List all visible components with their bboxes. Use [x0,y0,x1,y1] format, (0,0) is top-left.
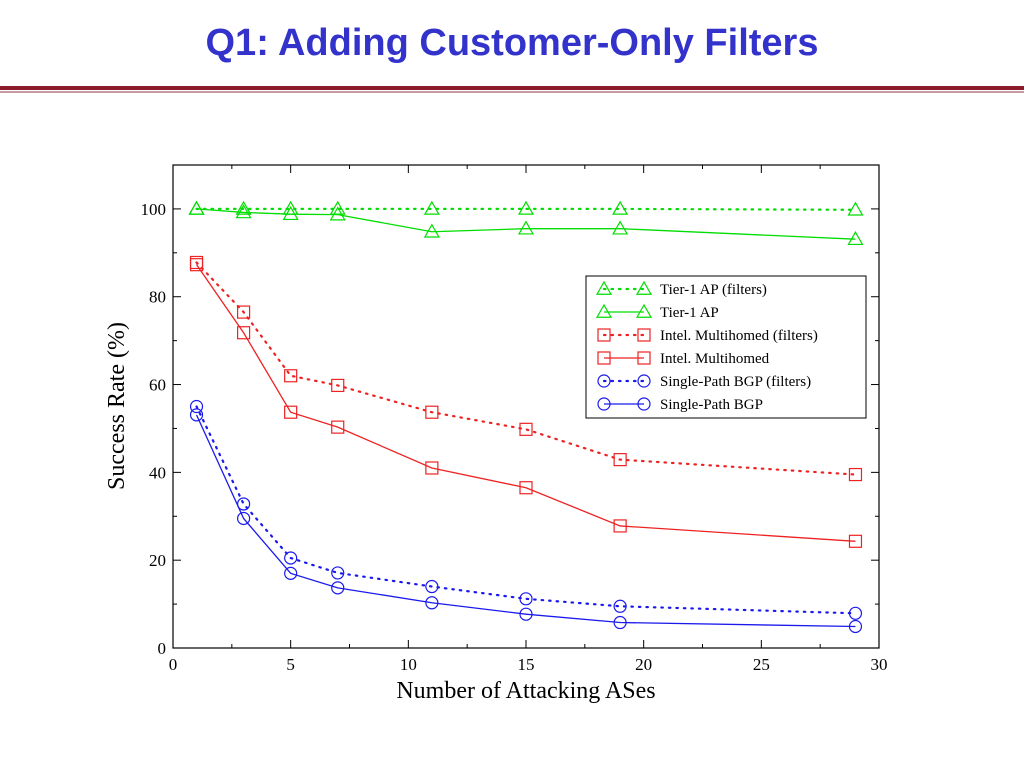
series-line [195,405,857,615]
data-point [519,592,533,606]
series-line [195,414,856,628]
x-tick-label: 15 [518,655,535,674]
legend-label: Tier-1 AP (filters) [660,282,767,298]
data-point [235,200,252,215]
data-point [284,566,298,580]
data-point [519,481,533,495]
x-tick-label: 20 [635,655,652,674]
data-point [329,206,346,221]
series-1 [188,200,864,246]
legend-marker [637,351,651,365]
data-point [847,201,864,216]
series-line [195,261,857,476]
legend-box [585,275,867,419]
legend-label: Tier-1 AP [660,305,719,321]
slide-title: Q1: Adding Customer-Only Filters [205,22,819,64]
legend-marker [597,374,611,388]
series-4 [189,399,863,620]
legend-entry: Tier-1 AP [595,303,719,321]
data-point [517,220,535,235]
legend-marker [635,280,653,295]
legend-marker [635,303,653,318]
data-point [331,378,345,393]
series-5 [189,408,863,634]
y-tick-label: 100 [141,200,167,219]
data-point [848,619,863,634]
data-point [423,223,440,238]
legend-label: Intel. Multihomed [660,351,770,367]
legend-marker [597,397,611,411]
data-point [189,408,204,422]
data-point [189,399,204,414]
data-point [612,220,629,235]
legend-marker [597,351,611,365]
data-point [519,607,533,621]
data-point [425,405,439,419]
data-point [282,205,299,221]
series-3 [189,258,863,548]
data-point [284,369,298,383]
data-point [613,519,627,533]
data-point [848,606,863,620]
data-point [847,230,864,246]
legend-label: Intel. Multihomed (filters) [660,328,818,344]
series-line [195,207,857,211]
data-point [331,566,345,580]
data-point [613,453,627,467]
x-tick-label: 0 [169,655,178,674]
y-tick-label: 40 [149,463,166,482]
legend-entry: Intel. Multihomed (filters) [597,328,818,344]
data-point [331,420,345,434]
data-point [613,599,627,613]
data-point [235,204,252,219]
y-tick-label: 80 [149,288,166,307]
y-tick-label: 0 [158,639,167,658]
data-point [237,326,251,340]
legend-marker [637,328,651,342]
data-point [519,422,533,436]
data-point [612,200,629,215]
legend-marker [597,328,611,342]
data-point [425,461,439,475]
legend-marker [637,374,651,388]
data-point [613,615,627,630]
data-point [848,467,863,482]
legend-label: Single-Path BGP (filters) [660,374,811,390]
title-rule-light [0,91,1024,93]
data-point [517,200,535,215]
legend-entry: Single-Path BGP (filters) [597,374,811,390]
data-point [848,534,863,548]
data-point [425,579,439,594]
y-tick-label: 20 [149,551,166,570]
y-axis-label: Success Rate (%) [104,322,130,490]
data-point [188,200,205,215]
legend-entry: Single-Path BGP [597,397,763,413]
series-line [195,264,856,542]
legend-marker [595,280,613,295]
legend-marker [595,303,613,318]
data-point [284,405,298,419]
legend-label: Single-Path BGP [660,397,763,413]
legend-entry: Intel. Multihomed [597,351,770,367]
data-point [237,305,251,319]
data-point [331,581,345,595]
series-2 [189,255,863,482]
series-line [196,208,856,240]
data-point [423,200,440,215]
legend-entry: Tier-1 AP (filters) [595,280,767,298]
data-point [425,596,439,610]
x-tick-label: 30 [871,655,888,674]
legend-marker [637,397,651,411]
data-point [237,511,251,526]
data-point [284,551,298,565]
title-rule-dark [0,86,1024,90]
x-tick-label: 10 [400,655,417,674]
x-axis-label: Number of Attacking ASes [396,678,655,704]
x-tick-label: 25 [753,655,770,674]
x-tick-label: 5 [286,655,295,674]
y-tick-label: 60 [149,376,166,395]
data-point [189,258,204,272]
